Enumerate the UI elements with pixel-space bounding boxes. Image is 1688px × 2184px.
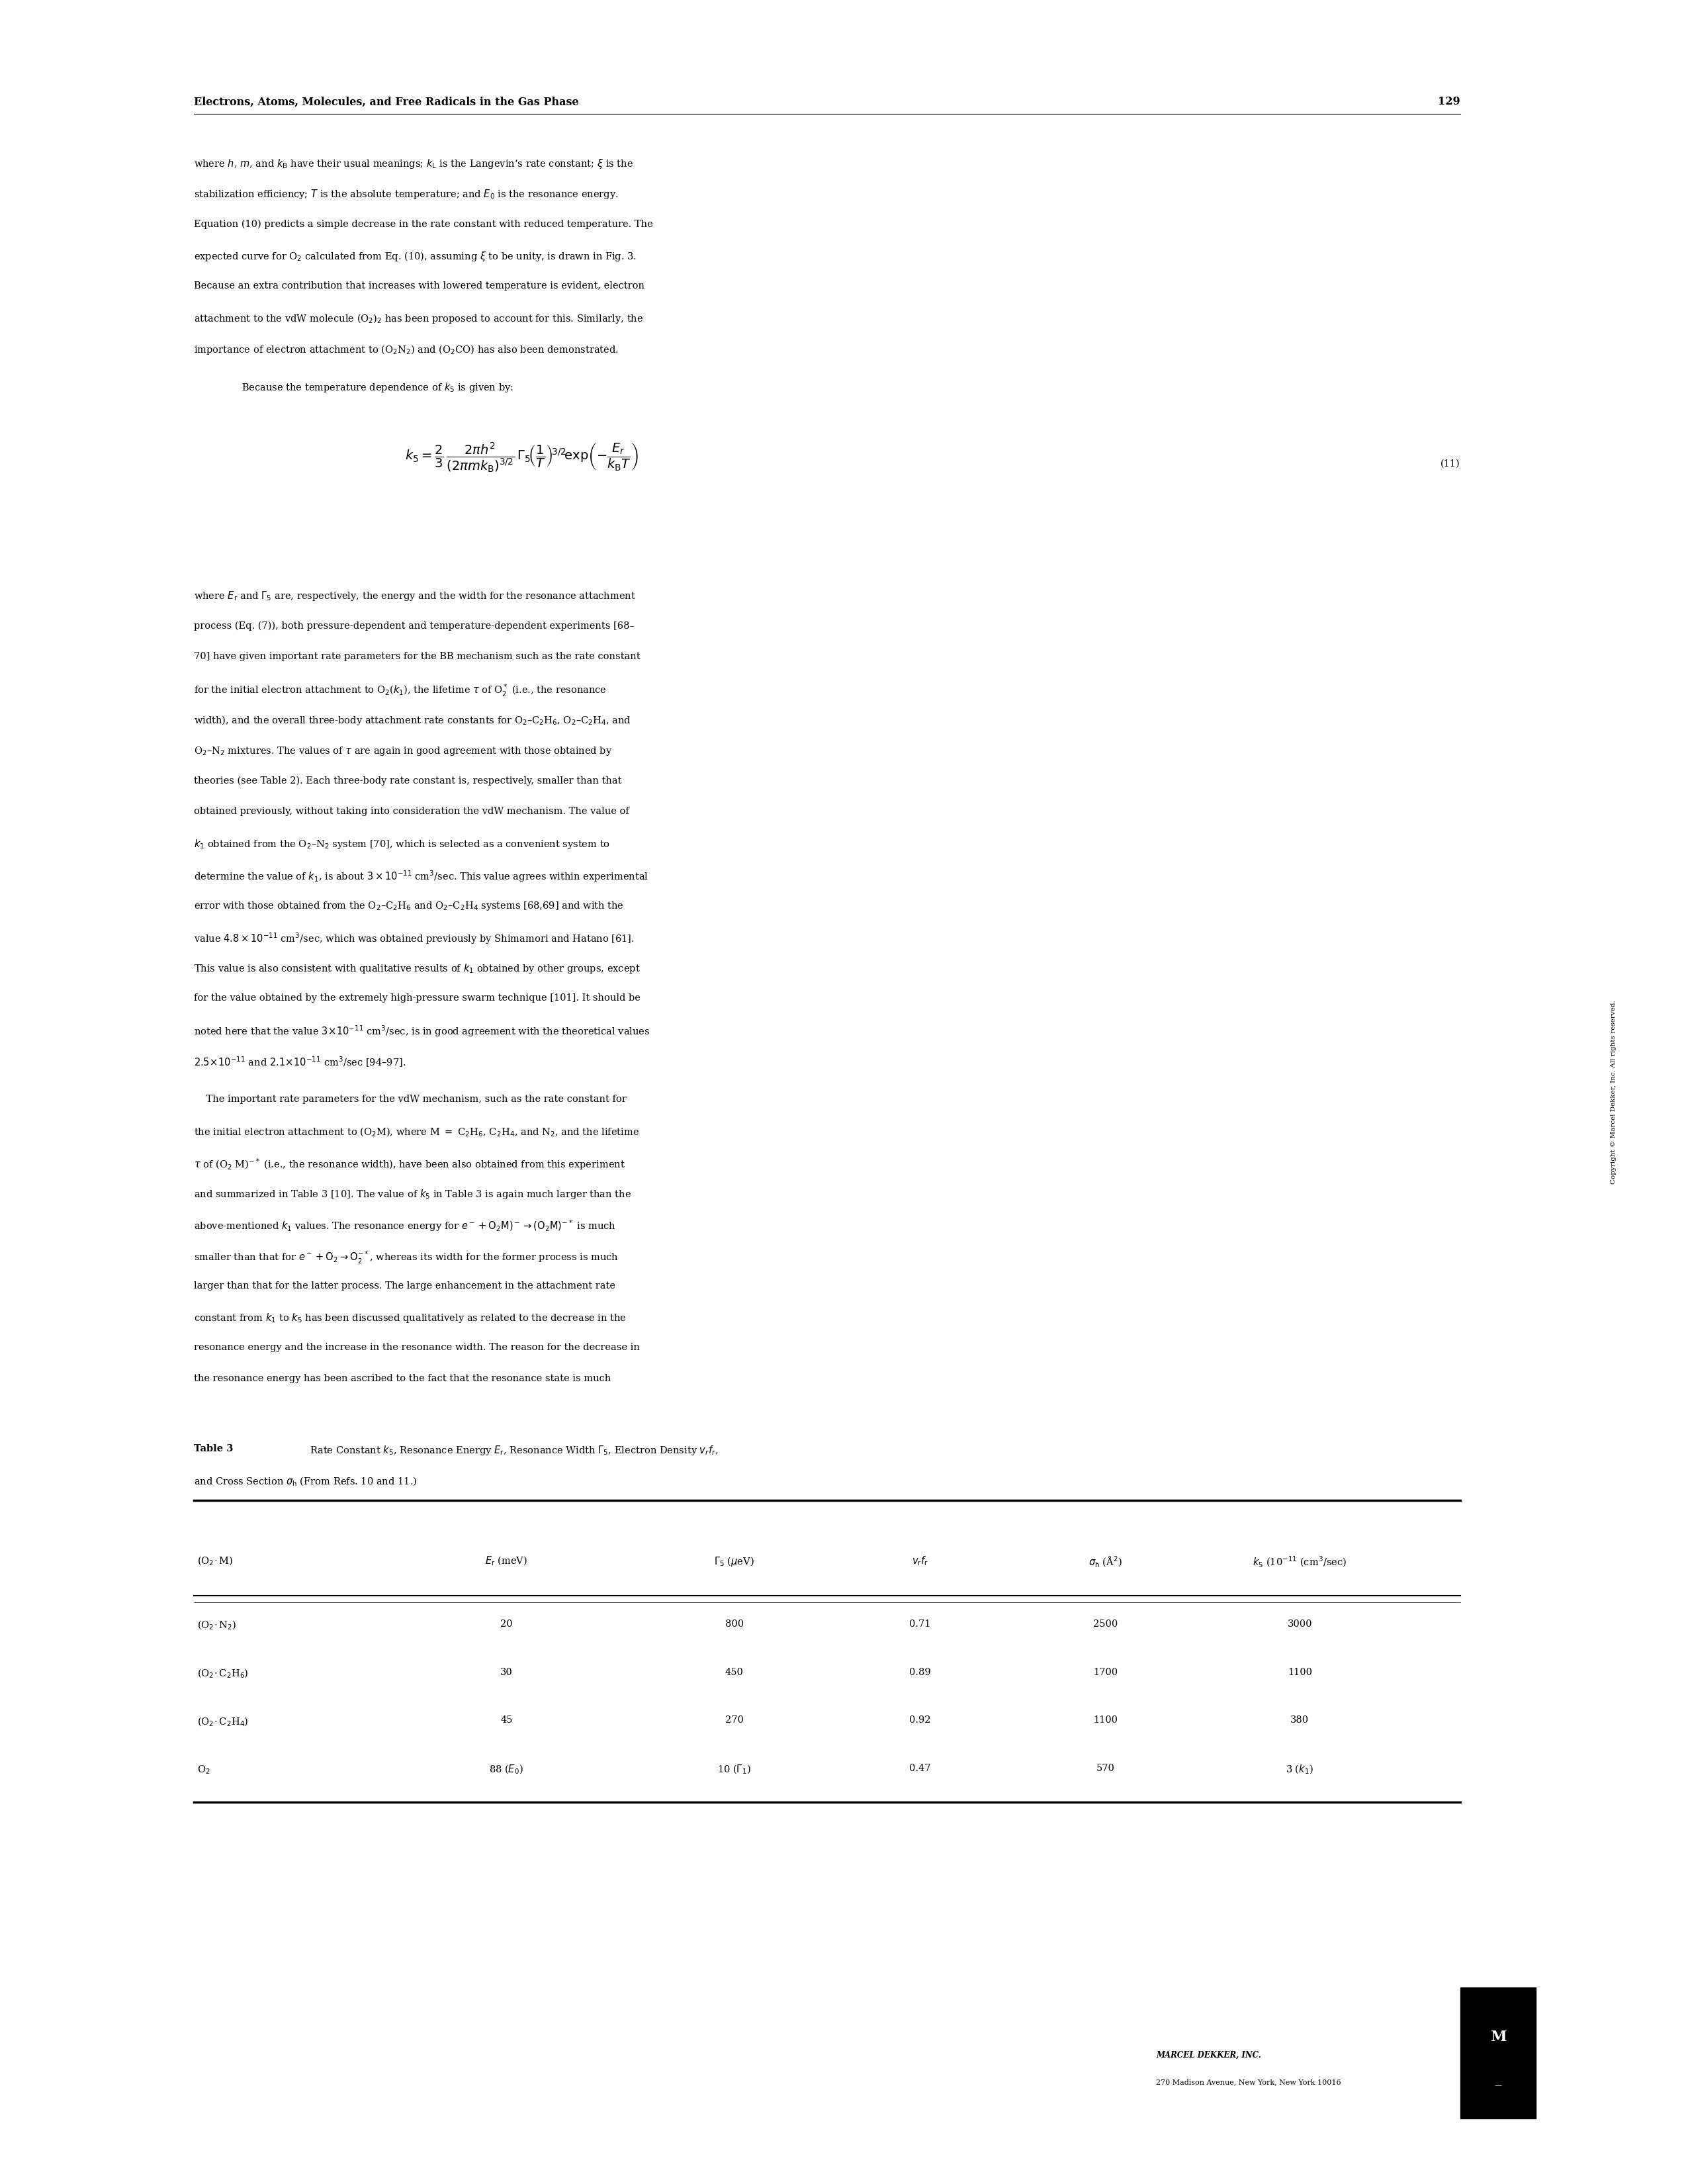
Text: theories (see Table 2). Each three-body rate constant is, respectively, smaller : theories (see Table 2). Each three-body … — [194, 775, 621, 786]
Text: value $4.8 \times 10^{-11}$ cm$^3$/sec, which was obtained previously by Shimamo: value $4.8 \times 10^{-11}$ cm$^3$/sec, … — [194, 930, 635, 946]
Text: 88 ($E_0$): 88 ($E_0$) — [490, 1765, 523, 1776]
Text: importance of electron attachment to (O$_2$N$_2$) and (O$_2$CO) has also been de: importance of electron attachment to (O$… — [194, 343, 619, 356]
Text: Electrons, Atoms, Molecules, and Free Radicals in the Gas Phase: Electrons, Atoms, Molecules, and Free Ra… — [194, 96, 579, 107]
Text: for the value obtained by the extremely high-pressure swarm technique [101]. It : for the value obtained by the extremely … — [194, 994, 641, 1002]
Bar — [1460, 1987, 1536, 2118]
Text: O$_2$: O$_2$ — [197, 1765, 211, 1776]
Text: (O$_2\!\cdot$C$_2$H$_6$): (O$_2\!\cdot$C$_2$H$_6$) — [197, 1669, 248, 1679]
Text: Table 3: Table 3 — [194, 1444, 233, 1455]
Text: Rate Constant $k_5$, Resonance Energy $E_\mathrm{r}$, Resonance Width $\Gamma_5$: Rate Constant $k_5$, Resonance Energy $E… — [304, 1444, 719, 1457]
Text: resonance energy and the increase in the resonance width. The reason for the dec: resonance energy and the increase in the… — [194, 1343, 640, 1352]
Text: $2.5\!\times\!10^{-11}$ and $2.1\!\times\!10^{-11}$ cm$^3$/sec [94–97].: $2.5\!\times\!10^{-11}$ and $2.1\!\times… — [194, 1055, 407, 1068]
Text: 570: 570 — [1097, 1765, 1114, 1773]
Text: expected curve for O$_2$ calculated from Eq. (10), assuming $\xi$ to be unity, i: expected curve for O$_2$ calculated from… — [194, 251, 636, 262]
Text: 2500: 2500 — [1094, 1618, 1117, 1629]
Text: 45: 45 — [500, 1717, 513, 1725]
Text: larger than that for the latter process. The large enhancement in the attachment: larger than that for the latter process.… — [194, 1282, 616, 1291]
Text: $k_5 = \dfrac{2}{3}\,\dfrac{2\pi h^2}{(2\pi m k_\mathrm{B})^{3/2}}\,\Gamma_5\!\l: $k_5 = \dfrac{2}{3}\,\dfrac{2\pi h^2}{(2… — [405, 441, 638, 474]
Text: where $E_\mathrm{r}$ and $\Gamma_5$ are, respectively, the energy and the width : where $E_\mathrm{r}$ and $\Gamma_5$ are,… — [194, 590, 636, 603]
Text: attachment to the vdW molecule (O$_2$)$_2$ has been proposed to account for this: attachment to the vdW molecule (O$_2$)$_… — [194, 312, 643, 325]
Text: $k_5$ (10$^{-11}$ (cm$^3$/sec): $k_5$ (10$^{-11}$ (cm$^3$/sec) — [1252, 1555, 1347, 1568]
Text: determine the value of $k_1$, is about $3 \times 10^{-11}$ cm$^3$/sec. This valu: determine the value of $k_1$, is about $… — [194, 869, 648, 882]
Text: 70] have given important rate parameters for the BB mechanism such as the rate c: 70] have given important rate parameters… — [194, 653, 640, 662]
Text: (O$_2\!\cdot$N$_2$): (O$_2\!\cdot$N$_2$) — [197, 1618, 236, 1631]
Text: O$_2$–N$_2$ mixtures. The values of $\tau$ are again in good agreement with thos: O$_2$–N$_2$ mixtures. The values of $\ta… — [194, 745, 613, 758]
Text: This value is also consistent with qualitative results of $k_1$ obtained by othe: This value is also consistent with quali… — [194, 963, 641, 974]
Text: smaller than that for $e^- + \mathrm{O}_2 \rightarrow \mathrm{O}_2^{-*}$, wherea: smaller than that for $e^- + \mathrm{O}_… — [194, 1249, 619, 1265]
Text: 1100: 1100 — [1288, 1669, 1312, 1677]
Text: 0.71: 0.71 — [910, 1618, 930, 1629]
Text: $v_\mathrm{r} f_\mathrm{r}$: $v_\mathrm{r} f_\mathrm{r}$ — [912, 1555, 928, 1568]
Text: 3000: 3000 — [1288, 1618, 1312, 1629]
Text: stabilization efficiency; $T$ is the absolute temperature; and $E_0$ is the reso: stabilization efficiency; $T$ is the abs… — [194, 188, 619, 201]
Text: 129: 129 — [1438, 96, 1460, 107]
Text: Copyright © Marcel Dekker, Inc. All rights reserved.: Copyright © Marcel Dekker, Inc. All righ… — [1610, 1000, 1617, 1184]
Text: the resonance energy has been ascribed to the fact that the resonance state is m: the resonance energy has been ascribed t… — [194, 1374, 611, 1382]
Text: 450: 450 — [726, 1669, 743, 1677]
Text: obtained previously, without taking into consideration the vdW mechanism. The va: obtained previously, without taking into… — [194, 808, 630, 817]
Text: 0.92: 0.92 — [910, 1717, 930, 1725]
Text: The important rate parameters for the vdW mechanism, such as the rate constant f: The important rate parameters for the vd… — [194, 1094, 626, 1105]
Text: 0.47: 0.47 — [910, 1765, 930, 1773]
Text: (O$_2\!\cdot$C$_2$H$_4$): (O$_2\!\cdot$C$_2$H$_4$) — [197, 1717, 248, 1728]
Text: 20: 20 — [500, 1618, 513, 1629]
Text: 10 ($\Gamma_1$): 10 ($\Gamma_1$) — [717, 1765, 751, 1776]
Text: 380: 380 — [1290, 1717, 1310, 1725]
Text: the initial electron attachment to (O$_2$M), where M $=$ C$_2$H$_6$, C$_2$H$_4$,: the initial electron attachment to (O$_2… — [194, 1127, 640, 1138]
Text: error with those obtained from the O$_2$–C$_2$H$_6$ and O$_2$–C$_2$H$_4$ systems: error with those obtained from the O$_2$… — [194, 900, 625, 913]
Text: $\tau$ of (O$_2$ M)$^{-*}$ (i.e., the resonance width), have been also obtained : $\tau$ of (O$_2$ M)$^{-*}$ (i.e., the re… — [194, 1158, 626, 1171]
Text: $E_\mathrm{r}$ (meV): $E_\mathrm{r}$ (meV) — [484, 1555, 528, 1568]
Text: width), and the overall three-body attachment rate constants for O$_2$–C$_2$H$_6: width), and the overall three-body attac… — [194, 714, 631, 727]
Text: for the initial electron attachment to O$_2$($k_1$), the lifetime $\tau$ of O$_2: for the initial electron attachment to O… — [194, 684, 608, 699]
Text: —: — — [1494, 2081, 1502, 2090]
Text: 30: 30 — [500, 1669, 513, 1677]
Text: 270 Madison Avenue, New York, New York 10016: 270 Madison Avenue, New York, New York 1… — [1156, 2079, 1342, 2086]
Text: $\sigma_\mathrm{h}$ (Å$^2$): $\sigma_\mathrm{h}$ (Å$^2$) — [1089, 1555, 1123, 1568]
Text: 1700: 1700 — [1094, 1669, 1117, 1677]
Text: (O$_2\!\cdot$M): (O$_2\!\cdot$M) — [197, 1555, 233, 1568]
Text: Because an extra contribution that increases with lowered temperature is evident: Because an extra contribution that incre… — [194, 282, 645, 290]
Text: 800: 800 — [724, 1618, 744, 1629]
Text: 1100: 1100 — [1094, 1717, 1117, 1725]
Text: 3 ($k_1$): 3 ($k_1$) — [1286, 1765, 1313, 1776]
Text: $\Gamma_5$ ($\mu$eV): $\Gamma_5$ ($\mu$eV) — [714, 1555, 755, 1568]
Text: constant from $k_1$ to $k_5$ has been discussed qualitatively as related to the : constant from $k_1$ to $k_5$ has been di… — [194, 1313, 626, 1324]
Text: 270: 270 — [726, 1717, 743, 1725]
Text: (11): (11) — [1440, 459, 1460, 467]
Text: 0.89: 0.89 — [910, 1669, 930, 1677]
Text: M: M — [1491, 2029, 1506, 2044]
Text: above-mentioned $k_1$ values. The resonance energy for $e^- + \mathrm{O}_2\mathr: above-mentioned $k_1$ values. The resona… — [194, 1219, 616, 1234]
Text: Because the temperature dependence of $k_5$ is given by:: Because the temperature dependence of $k… — [241, 380, 513, 393]
Text: $k_1$ obtained from the O$_2$–N$_2$ system [70], which is selected as a convenie: $k_1$ obtained from the O$_2$–N$_2$ syst… — [194, 839, 611, 850]
Text: noted here that the value $3\!\times\!10^{-11}$ cm$^3$/sec, is in good agreement: noted here that the value $3\!\times\!10… — [194, 1024, 650, 1037]
Text: process (Eq. (7)), both pressure-dependent and temperature-dependent experiments: process (Eq. (7)), both pressure-depende… — [194, 620, 635, 631]
Text: MARCEL DEKKER, INC.: MARCEL DEKKER, INC. — [1156, 2051, 1261, 2060]
Text: where $h$, $m$, and $k_\mathrm{B}$ have their usual meanings; $k_\mathrm{L}$ is : where $h$, $m$, and $k_\mathrm{B}$ have … — [194, 157, 633, 170]
Text: and summarized in Table 3 [10]. The value of $k_5$ in Table 3 is again much larg: and summarized in Table 3 [10]. The valu… — [194, 1188, 631, 1201]
Text: Equation (10) predicts a simple decrease in the rate constant with reduced tempe: Equation (10) predicts a simple decrease… — [194, 218, 653, 229]
Text: and Cross Section $\sigma_\mathrm{h}$ (From Refs. 10 and 11.): and Cross Section $\sigma_\mathrm{h}$ (F… — [194, 1476, 417, 1487]
